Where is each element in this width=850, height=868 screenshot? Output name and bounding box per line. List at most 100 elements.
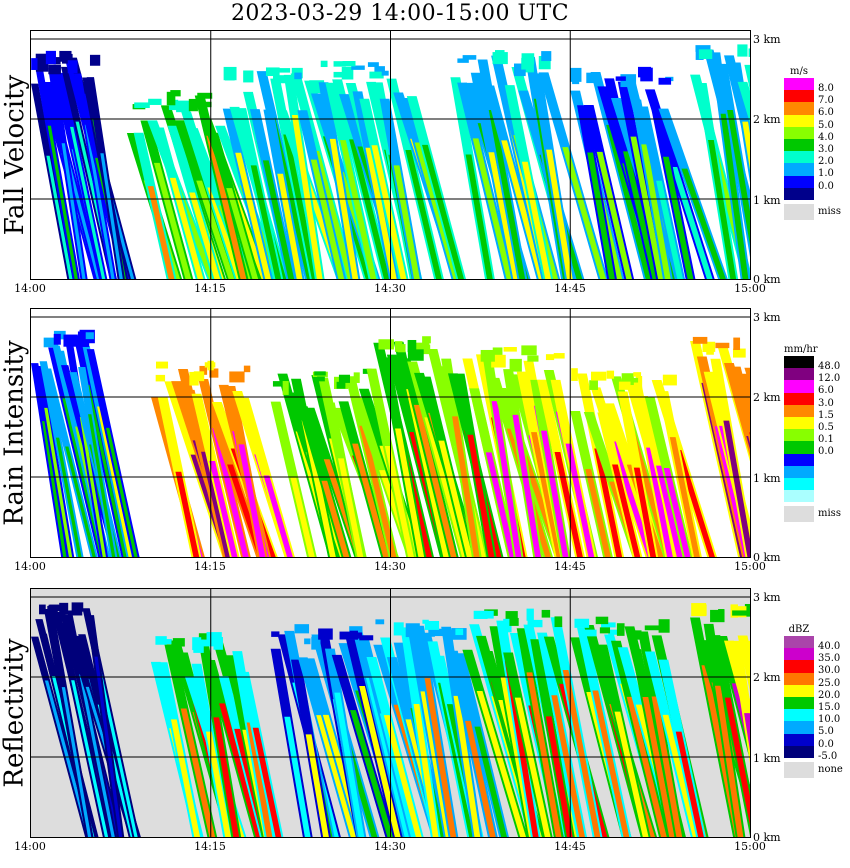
colorbar-swatch — [784, 416, 814, 430]
echo-fringe — [198, 633, 211, 640]
echo-core — [596, 151, 633, 279]
echo-fringe — [318, 628, 333, 640]
colorbar-level-label: 40.0 — [818, 641, 841, 652]
y-tick-label: 3 km — [753, 311, 781, 324]
echo-core — [105, 427, 138, 557]
colorbar-swatch-row: 40.0 — [784, 636, 840, 652]
echo-core — [393, 165, 420, 279]
echo-core — [656, 180, 684, 279]
echo-fringe — [31, 58, 38, 70]
echo-core — [284, 716, 311, 837]
echo-fringe — [317, 376, 325, 382]
echo-core — [350, 710, 394, 837]
echo-fringe — [63, 334, 78, 347]
colorbar-swatch-row: 12.0 — [784, 368, 840, 384]
echo-fringe — [718, 609, 725, 615]
echo-core — [641, 144, 671, 279]
x-tick-label: 14:30 — [374, 560, 406, 573]
echo-fringe — [541, 51, 552, 62]
echo-streak — [737, 81, 750, 124]
colorbar-level-label: 35.0 — [818, 653, 841, 665]
x-tick-label: 14:00 — [14, 840, 46, 853]
echo-core — [263, 475, 293, 557]
echo-streak — [724, 362, 750, 457]
colorbar-level-label: 30.0 — [818, 665, 841, 677]
echo-fringe — [134, 102, 150, 109]
echo-core — [465, 154, 493, 279]
echo-core — [723, 420, 750, 557]
echo-core — [283, 134, 318, 279]
echo-fringe — [54, 614, 71, 619]
echo-fringe — [333, 71, 343, 78]
plot-area — [30, 588, 751, 838]
colorbar-missing-swatch — [784, 203, 814, 220]
colorbar-swatch-row — [784, 490, 824, 503]
echo-fringe — [71, 602, 84, 612]
echo-fringe — [338, 374, 350, 383]
echo-core — [731, 683, 750, 753]
echo-fringe — [193, 371, 205, 382]
echo-fringe — [204, 362, 216, 368]
colorbar-swatch — [784, 636, 814, 649]
echo-core — [671, 166, 713, 279]
echo-core — [655, 465, 683, 557]
colorbar-body: 48.0 12.0 6.0 3.0 1.5 0.5 0.1 0.0 miss — [784, 356, 841, 523]
echo-fringe — [45, 50, 56, 65]
echo-core — [562, 670, 601, 837]
echo-fringe — [209, 368, 219, 378]
colorbar-level-label: 7.0 — [818, 95, 834, 107]
echo-fringe — [509, 617, 519, 626]
echo-core — [340, 140, 377, 279]
colorbar-swatch-row: 4.0 — [784, 126, 834, 142]
echo-cell — [690, 44, 750, 279]
echo-core — [413, 704, 439, 837]
echo-fringe — [521, 57, 533, 70]
colorbar-swatch — [784, 151, 814, 164]
colorbar-level-label: 10.0 — [818, 714, 841, 726]
echo-fringe — [394, 341, 403, 352]
colorbar-swatch-row: 10.0 — [784, 709, 840, 725]
echo-core — [262, 160, 295, 279]
echo-cell — [31, 50, 137, 279]
echo-fringe — [369, 71, 384, 79]
echo-cell — [366, 619, 509, 837]
echo-fringe — [35, 53, 48, 61]
echo-fringe — [77, 331, 87, 342]
echo-core — [334, 692, 365, 837]
colorbar-swatch — [784, 672, 814, 685]
echo-fringe — [589, 380, 598, 390]
echo-fringe — [732, 610, 747, 616]
colorbar-level-label: 12.0 — [818, 373, 841, 385]
echo-fringe — [599, 627, 611, 634]
echo-fringe — [48, 64, 61, 75]
echo-core — [476, 691, 527, 837]
y-tick-label: 0 km — [753, 551, 781, 564]
echo-fringe — [172, 638, 185, 647]
echo-core — [383, 715, 422, 837]
echo-core — [614, 711, 649, 837]
echo-core — [100, 153, 123, 279]
echo-fringe — [353, 372, 360, 383]
echo-fringe — [737, 44, 748, 57]
echo-streak — [744, 367, 750, 387]
x-tick-label: 14:45 — [554, 282, 586, 295]
colorbar-swatch — [784, 78, 814, 91]
panel-title: Fall Velocity — [0, 74, 30, 236]
echo-fringe — [199, 365, 208, 375]
echo-core — [406, 389, 450, 557]
colorbar-swatch — [784, 368, 814, 381]
x-tick-label: 14:45 — [554, 560, 586, 573]
y-tick-label: 3 km — [753, 591, 781, 604]
echo-cell — [570, 616, 709, 837]
echo-core — [452, 416, 480, 557]
echo-core — [612, 464, 641, 557]
echo-core — [606, 124, 652, 279]
echo-fringe — [407, 349, 424, 361]
colorbar-level-label: 4.0 — [818, 131, 834, 143]
echo-core — [594, 448, 623, 557]
colorbar-swatch-row: 35.0 — [784, 648, 840, 664]
echo-core — [546, 149, 573, 279]
echo-core — [545, 716, 573, 837]
colorbar-swatch-row: 0.0 — [784, 733, 834, 749]
echo-streak — [737, 373, 750, 418]
